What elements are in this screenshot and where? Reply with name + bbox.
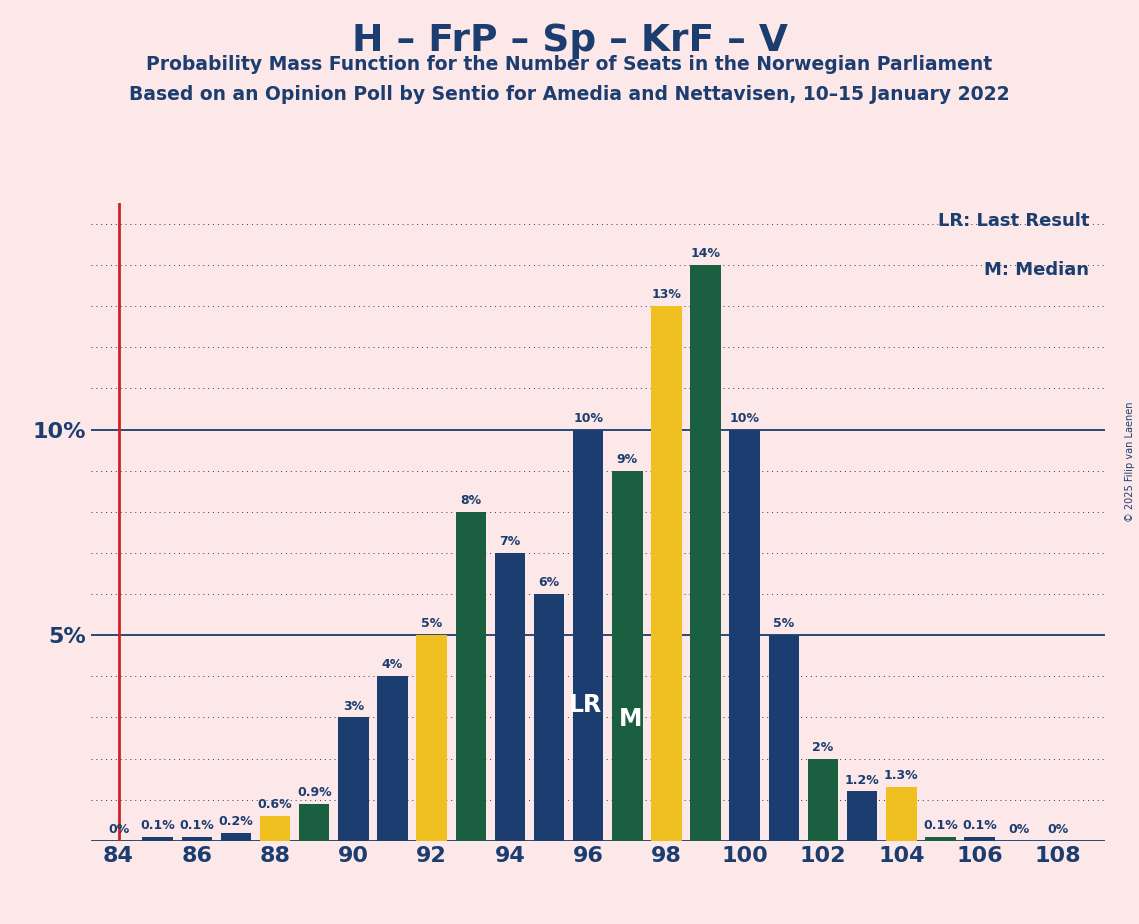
Bar	[808, 759, 838, 841]
Text: 1.2%: 1.2%	[845, 773, 879, 786]
Bar	[377, 676, 408, 841]
Bar	[221, 833, 252, 841]
Text: 10%: 10%	[573, 411, 604, 424]
Bar	[456, 512, 486, 841]
Text: 0.1%: 0.1%	[140, 819, 175, 832]
Bar	[534, 594, 564, 841]
Text: LR: Last Result: LR: Last Result	[937, 212, 1089, 229]
Text: 3%: 3%	[343, 699, 364, 712]
Bar	[298, 804, 329, 841]
Text: M: Median: M: Median	[984, 261, 1089, 279]
Bar	[652, 306, 682, 841]
Bar	[260, 816, 290, 841]
Text: 0%: 0%	[1008, 823, 1030, 836]
Text: 13%: 13%	[652, 288, 681, 301]
Text: 5%: 5%	[773, 617, 795, 630]
Text: H – FrP – Sp – KrF – V: H – FrP – Sp – KrF – V	[352, 23, 787, 59]
Text: 0.1%: 0.1%	[923, 819, 958, 832]
Text: 1.3%: 1.3%	[884, 770, 919, 783]
Bar	[965, 837, 994, 841]
Text: 9%: 9%	[616, 453, 638, 466]
Bar	[769, 635, 800, 841]
Text: M: M	[618, 707, 642, 731]
Text: Probability Mass Function for the Number of Seats in the Norwegian Parliament: Probability Mass Function for the Number…	[147, 55, 992, 75]
Text: 5%: 5%	[421, 617, 442, 630]
Bar	[573, 430, 604, 841]
Text: 8%: 8%	[460, 493, 482, 507]
Bar	[494, 553, 525, 841]
Text: 10%: 10%	[730, 411, 760, 424]
Bar	[925, 837, 956, 841]
Text: 0.1%: 0.1%	[180, 819, 214, 832]
Bar	[847, 792, 877, 841]
Text: 0.1%: 0.1%	[962, 819, 997, 832]
Text: 0.6%: 0.6%	[257, 798, 293, 811]
Bar	[338, 717, 369, 841]
Bar	[690, 265, 721, 841]
Text: Based on an Opinion Poll by Sentio for Amedia and Nettavisen, 10–15 January 2022: Based on an Opinion Poll by Sentio for A…	[129, 85, 1010, 104]
Bar	[417, 635, 446, 841]
Text: 7%: 7%	[499, 535, 521, 548]
Text: 6%: 6%	[539, 576, 559, 590]
Bar	[612, 470, 642, 841]
Bar	[729, 430, 760, 841]
Bar	[886, 787, 917, 841]
Bar	[142, 837, 173, 841]
Text: 4%: 4%	[382, 659, 403, 672]
Bar	[181, 837, 212, 841]
Text: 2%: 2%	[812, 741, 834, 754]
Text: 0%: 0%	[1047, 823, 1068, 836]
Text: 0.9%: 0.9%	[297, 786, 331, 799]
Text: 0%: 0%	[108, 823, 129, 836]
Text: 0.2%: 0.2%	[219, 815, 253, 828]
Text: © 2025 Filip van Laenen: © 2025 Filip van Laenen	[1125, 402, 1134, 522]
Text: LR: LR	[568, 693, 601, 717]
Text: 14%: 14%	[690, 247, 721, 260]
